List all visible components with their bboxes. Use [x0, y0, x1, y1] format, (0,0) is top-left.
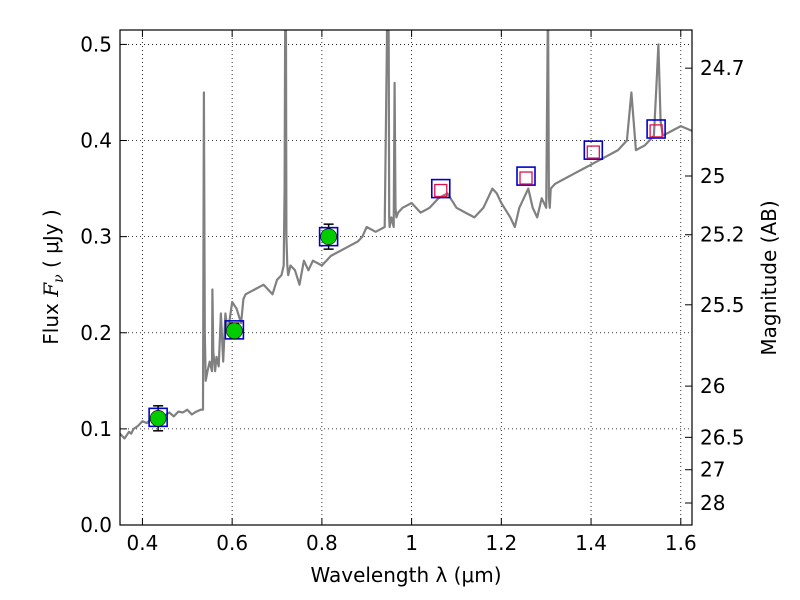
measured-photometry-point — [320, 228, 337, 245]
x-tick-label: 0.8 — [306, 531, 338, 555]
model-photometry-square — [583, 140, 604, 160]
y-axis-title-lead: Flux — [39, 297, 63, 345]
y-axis-title: Flux Fν ( μJy ) — [39, 209, 67, 344]
y-tick-label: 0.4 — [80, 129, 112, 153]
ticks-layer: 0.4 0.6 0.8 1 1.2 1.4 1.6 0.0 0.1 0.2 0.3 0.4 0.5 24.… — [80, 30, 745, 555]
y-tick-label: 0.3 — [80, 225, 112, 249]
predicted-photometry-square — [519, 171, 533, 185]
y2-tick-label: 25.5 — [700, 293, 745, 317]
y2-tick-label: 28 — [700, 491, 725, 515]
model-photometry-square — [646, 119, 666, 139]
x-tick-label: 0.6 — [216, 531, 248, 555]
y-axis-title-unit: ( μJy ) — [39, 209, 63, 274]
markers-layer — [148, 119, 666, 432]
y-tick-label: 0.5 — [80, 32, 112, 56]
model-photometry-square — [430, 178, 451, 199]
x-axis-title: Wavelength λ (μm) — [310, 563, 501, 587]
model-photometry-square — [318, 226, 339, 247]
y-tick-label: 0.2 — [80, 321, 112, 345]
y-tick-label: 0.0 — [80, 513, 112, 537]
plot-background — [120, 30, 692, 525]
model-photometry-square — [516, 166, 536, 186]
x-tick-label: 0.4 — [127, 531, 159, 555]
x-tick-label: 1.4 — [575, 531, 607, 555]
predicted-photometry-square — [586, 145, 600, 159]
y2-tick-label: 25.2 — [700, 223, 745, 247]
y2-tick-label: 24.7 — [700, 56, 745, 80]
y-axis-title-symbol: F — [39, 282, 63, 298]
y-tick-label: 0.1 — [80, 417, 112, 441]
predicted-photometry-square — [649, 124, 663, 138]
measured-photometry-point — [149, 410, 167, 427]
sed-layer — [120, 30, 692, 440]
x-tick-label: 1 — [405, 531, 418, 555]
y2-tick-label: 26 — [700, 374, 725, 398]
x-tick-label: 1.2 — [485, 531, 517, 555]
predicted-photometry-square — [434, 183, 448, 198]
sed-line — [120, 30, 692, 440]
y2-tick-label: 27 — [700, 458, 725, 482]
y2-axis-title: Magnitude (AB) — [757, 200, 781, 355]
plot-frame — [119, 29, 693, 526]
x-tick-label: 1.6 — [665, 531, 697, 555]
y2-tick-label: 26.5 — [700, 425, 745, 449]
y-axis-title-subscript: ν — [51, 274, 67, 283]
measured-photometry-point — [226, 322, 243, 340]
y2-tick-label: 25 — [700, 164, 725, 188]
